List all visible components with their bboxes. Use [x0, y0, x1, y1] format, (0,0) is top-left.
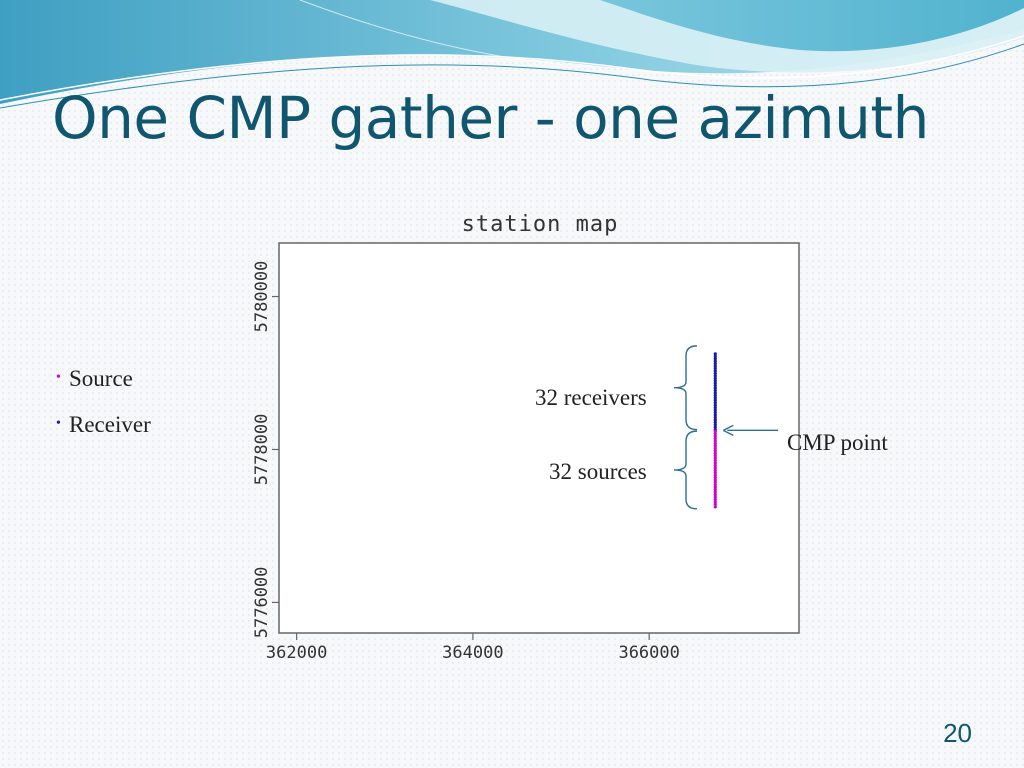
source-point: [713, 471, 717, 475]
source-point: [713, 478, 717, 482]
receiver-point: [713, 413, 717, 417]
receiver-point: [713, 403, 717, 407]
legend-bullet-receiver: •: [56, 416, 61, 431]
source-point: [713, 502, 717, 506]
source-point: [713, 493, 717, 497]
source-point: [713, 495, 717, 499]
sources-annotation: 32 sources: [549, 459, 647, 484]
source-point: [713, 446, 717, 450]
receiver-point: [713, 396, 717, 400]
receiver-point: [713, 369, 717, 373]
y-tick-label: 5778000: [252, 414, 272, 486]
y-tick-label: 5780000: [252, 261, 272, 333]
x-tick-label: 364000: [442, 643, 503, 663]
source-point: [713, 451, 717, 455]
series-layer: [713, 352, 717, 509]
receiver-point: [713, 388, 717, 393]
chart-title: station map: [462, 212, 619, 237]
receiver-point: [713, 381, 717, 385]
source-point: [713, 458, 717, 463]
source-point: [713, 497, 717, 502]
receiver-point: [713, 357, 717, 361]
source-point: [713, 473, 717, 477]
receiver-point: [713, 425, 717, 429]
receiver-point: [713, 423, 717, 427]
receiver-point: [713, 374, 717, 378]
receiver-point: [713, 401, 717, 405]
receivers-annotation: 32 receivers: [535, 385, 647, 410]
sources-brace: [673, 430, 698, 510]
cmp-point-annotation: CMP point: [787, 430, 888, 455]
y-tick-label: 5776000: [252, 567, 272, 639]
receiver-point: [713, 386, 717, 390]
receiver-point: [713, 406, 717, 410]
receiver-point: [713, 408, 717, 412]
source-point: [713, 483, 717, 487]
receiver-point: [713, 354, 717, 358]
source-point: [713, 485, 717, 489]
source-point: [713, 505, 717, 509]
cmp-arrow-head: [722, 424, 734, 436]
x-tick-label: 362000: [266, 643, 327, 663]
legend-label-source: Source: [69, 366, 133, 391]
legend-bullet-source: •: [56, 370, 61, 385]
source-point: [713, 490, 717, 494]
source-point: [713, 500, 717, 504]
receiver-point: [713, 398, 717, 402]
source-point: [713, 453, 717, 458]
source-point: [713, 466, 717, 470]
source-point: [713, 431, 717, 436]
receiver-point: [713, 415, 717, 419]
receiver-point: [713, 393, 717, 397]
y-axis: 5776000 5778000 5780000: [252, 261, 279, 639]
x-tick-label: 366000: [618, 643, 679, 663]
source-point: [713, 488, 717, 492]
receivers-brace: [673, 345, 698, 431]
source-point: [713, 436, 717, 441]
x-axis: 362000 364000 366000: [266, 633, 680, 663]
receiver-point: [713, 379, 717, 383]
source-point: [713, 456, 717, 460]
slide-title: One CMP gather - one azimuth: [52, 84, 929, 152]
source-point: [713, 475, 717, 480]
receiver-point: [713, 376, 717, 380]
header-wave-decoration: [0, 0, 1024, 109]
receiver-point: [713, 366, 717, 371]
source-point: [713, 439, 717, 443]
receiver-point: [713, 418, 717, 422]
annotation-layer: [673, 345, 778, 510]
receiver-point: [713, 384, 717, 388]
source-point: [713, 468, 717, 472]
legend-label-receiver: Receiver: [69, 412, 151, 437]
receiver-point: [713, 364, 717, 368]
source-point: [713, 434, 717, 438]
source-point: [713, 444, 717, 448]
source-point: [713, 449, 717, 453]
receiver-point: [713, 362, 717, 366]
plot-frame: [278, 242, 800, 634]
receiver-point: [713, 359, 717, 363]
receiver-point: [713, 371, 717, 376]
receiver-point: [713, 410, 717, 415]
slide-number: 20: [943, 718, 972, 748]
source-point: [713, 463, 717, 467]
receiver-point: [713, 391, 717, 395]
source-point: [713, 480, 717, 485]
receiver-point: [713, 352, 717, 356]
receiver-point: [713, 420, 717, 424]
source-point: [713, 429, 717, 433]
source-point: [713, 441, 717, 445]
source-point: [713, 461, 717, 465]
